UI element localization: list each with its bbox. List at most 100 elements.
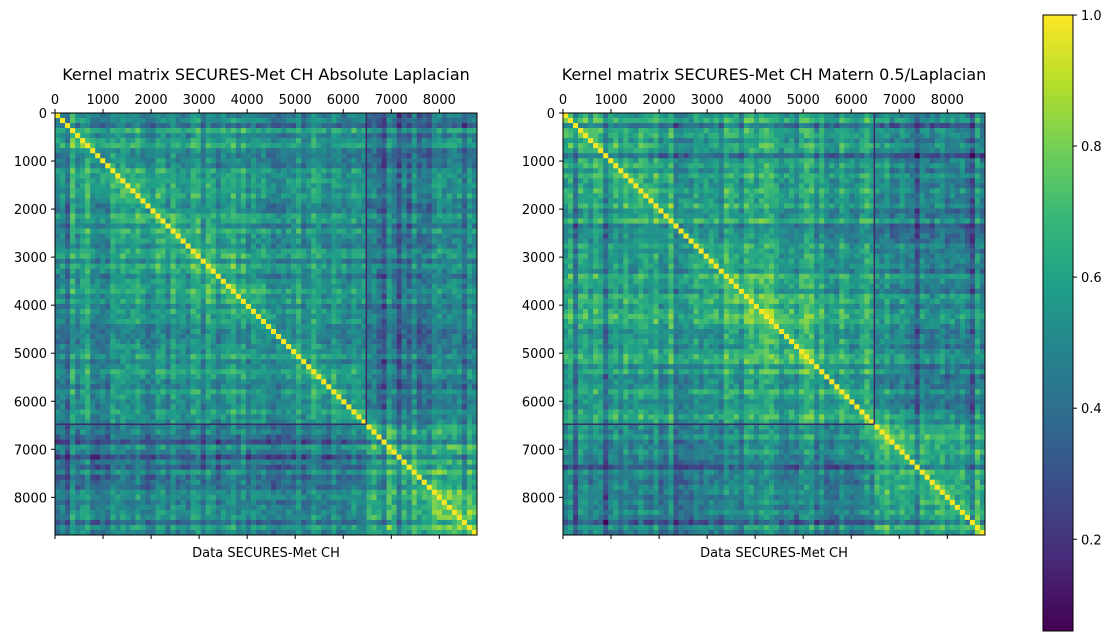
heatmap-cell xyxy=(432,138,437,143)
heatmap-cell xyxy=(286,284,291,289)
heatmap-cell xyxy=(211,208,216,213)
heatmap-cell xyxy=(442,269,447,274)
heatmap-cell xyxy=(70,269,75,274)
heatmap-cell xyxy=(311,399,316,404)
heatmap-cell xyxy=(105,148,110,153)
heatmap-cell xyxy=(261,239,266,244)
heatmap-cell xyxy=(442,389,447,394)
heatmap-cell xyxy=(276,219,281,224)
heatmap-cell xyxy=(246,173,251,178)
heatmap-cell xyxy=(201,203,206,208)
heatmap-cell xyxy=(70,249,75,254)
heatmap-cell xyxy=(296,153,301,158)
heatmap-cell xyxy=(266,389,271,394)
heatmap-cell xyxy=(120,389,125,394)
heatmap-cell xyxy=(387,274,392,279)
heatmap-cell xyxy=(191,289,196,294)
heatmap-cell xyxy=(105,349,110,354)
heatmap-cell xyxy=(206,229,211,234)
heatmap-cell xyxy=(256,374,261,379)
heatmap-cell xyxy=(221,334,226,339)
heatmap-cell xyxy=(291,339,296,344)
heatmap-cell xyxy=(221,369,226,374)
heatmap-cell xyxy=(161,269,166,274)
heatmap-cell xyxy=(412,404,417,409)
heatmap-cell xyxy=(196,118,201,123)
heatmap-cell xyxy=(432,359,437,364)
heatmap-cell xyxy=(407,359,412,364)
heatmap-cell xyxy=(331,203,336,208)
heatmap-cell xyxy=(301,249,306,254)
heatmap-cell xyxy=(392,329,397,334)
heatmap-cell xyxy=(85,379,90,384)
heatmap-cell xyxy=(366,133,371,138)
heatmap-cell xyxy=(120,274,125,279)
heatmap-cell xyxy=(125,344,130,349)
heatmap-cell xyxy=(301,208,306,213)
heatmap-cell xyxy=(271,158,276,163)
heatmap-cell xyxy=(140,118,145,123)
heatmap-cell xyxy=(90,379,95,384)
heatmap-cell xyxy=(231,143,236,148)
heatmap-cell xyxy=(226,394,231,399)
heatmap-cell xyxy=(402,239,407,244)
heatmap-cell xyxy=(115,118,120,123)
heatmap-cell xyxy=(372,128,377,133)
heatmap-cell xyxy=(427,339,432,344)
heatmap-cell xyxy=(432,304,437,309)
heatmap-cell xyxy=(276,399,281,404)
heatmap-cell xyxy=(462,143,467,148)
heatmap-cell xyxy=(211,224,216,229)
heatmap-cell xyxy=(432,254,437,259)
heatmap-cell xyxy=(467,344,472,349)
heatmap-cell xyxy=(407,364,412,369)
heatmap-cell xyxy=(75,284,80,289)
heatmap-cell xyxy=(372,188,377,193)
heatmap-cell xyxy=(150,158,155,163)
heatmap-cell xyxy=(387,128,392,133)
heatmap-cell xyxy=(417,249,422,254)
heatmap-cell xyxy=(266,379,271,384)
heatmap-cell xyxy=(382,374,387,379)
heatmap-cell xyxy=(140,314,145,319)
heatmap-cell xyxy=(120,208,125,213)
heatmap-cell xyxy=(407,133,412,138)
heatmap-cell xyxy=(271,234,276,239)
heatmap-cell xyxy=(155,324,160,329)
heatmap-cell xyxy=(296,163,301,168)
heatmap-cell xyxy=(417,389,422,394)
heatmap-cell xyxy=(341,269,346,274)
heatmap-cell xyxy=(301,168,306,173)
heatmap-cell xyxy=(346,339,351,344)
heatmap-cell xyxy=(316,394,321,399)
heatmap-cell xyxy=(140,249,145,254)
heatmap-cell xyxy=(216,113,221,118)
heatmap-cell xyxy=(402,183,407,188)
heatmap-cell xyxy=(140,153,145,158)
heatmap-cell xyxy=(135,254,140,259)
heatmap-cell xyxy=(171,123,176,128)
heatmap-cell xyxy=(211,274,216,279)
heatmap-cell xyxy=(150,224,155,229)
heatmap-cell xyxy=(366,229,371,234)
heatmap-cell xyxy=(110,158,115,163)
heatmap-cell xyxy=(341,314,346,319)
heatmap-cell xyxy=(372,193,377,198)
heatmap-cell xyxy=(412,299,417,304)
heatmap-cell xyxy=(70,359,75,364)
heatmap-cell xyxy=(150,279,155,284)
heatmap-cell xyxy=(372,349,377,354)
heatmap-cell xyxy=(331,168,336,173)
heatmap-cell xyxy=(155,299,160,304)
heatmap-cell xyxy=(372,148,377,153)
heatmap-cell xyxy=(351,163,356,168)
heatmap-cell xyxy=(100,213,105,218)
heatmap-cell xyxy=(266,274,271,279)
heatmap-cell xyxy=(286,354,291,359)
heatmap-cell xyxy=(130,354,135,359)
heatmap-cell xyxy=(65,138,70,143)
heatmap-cell xyxy=(145,244,150,249)
heatmap-cell xyxy=(331,113,336,118)
heatmap-cell xyxy=(281,304,286,309)
heatmap-cell xyxy=(467,133,472,138)
